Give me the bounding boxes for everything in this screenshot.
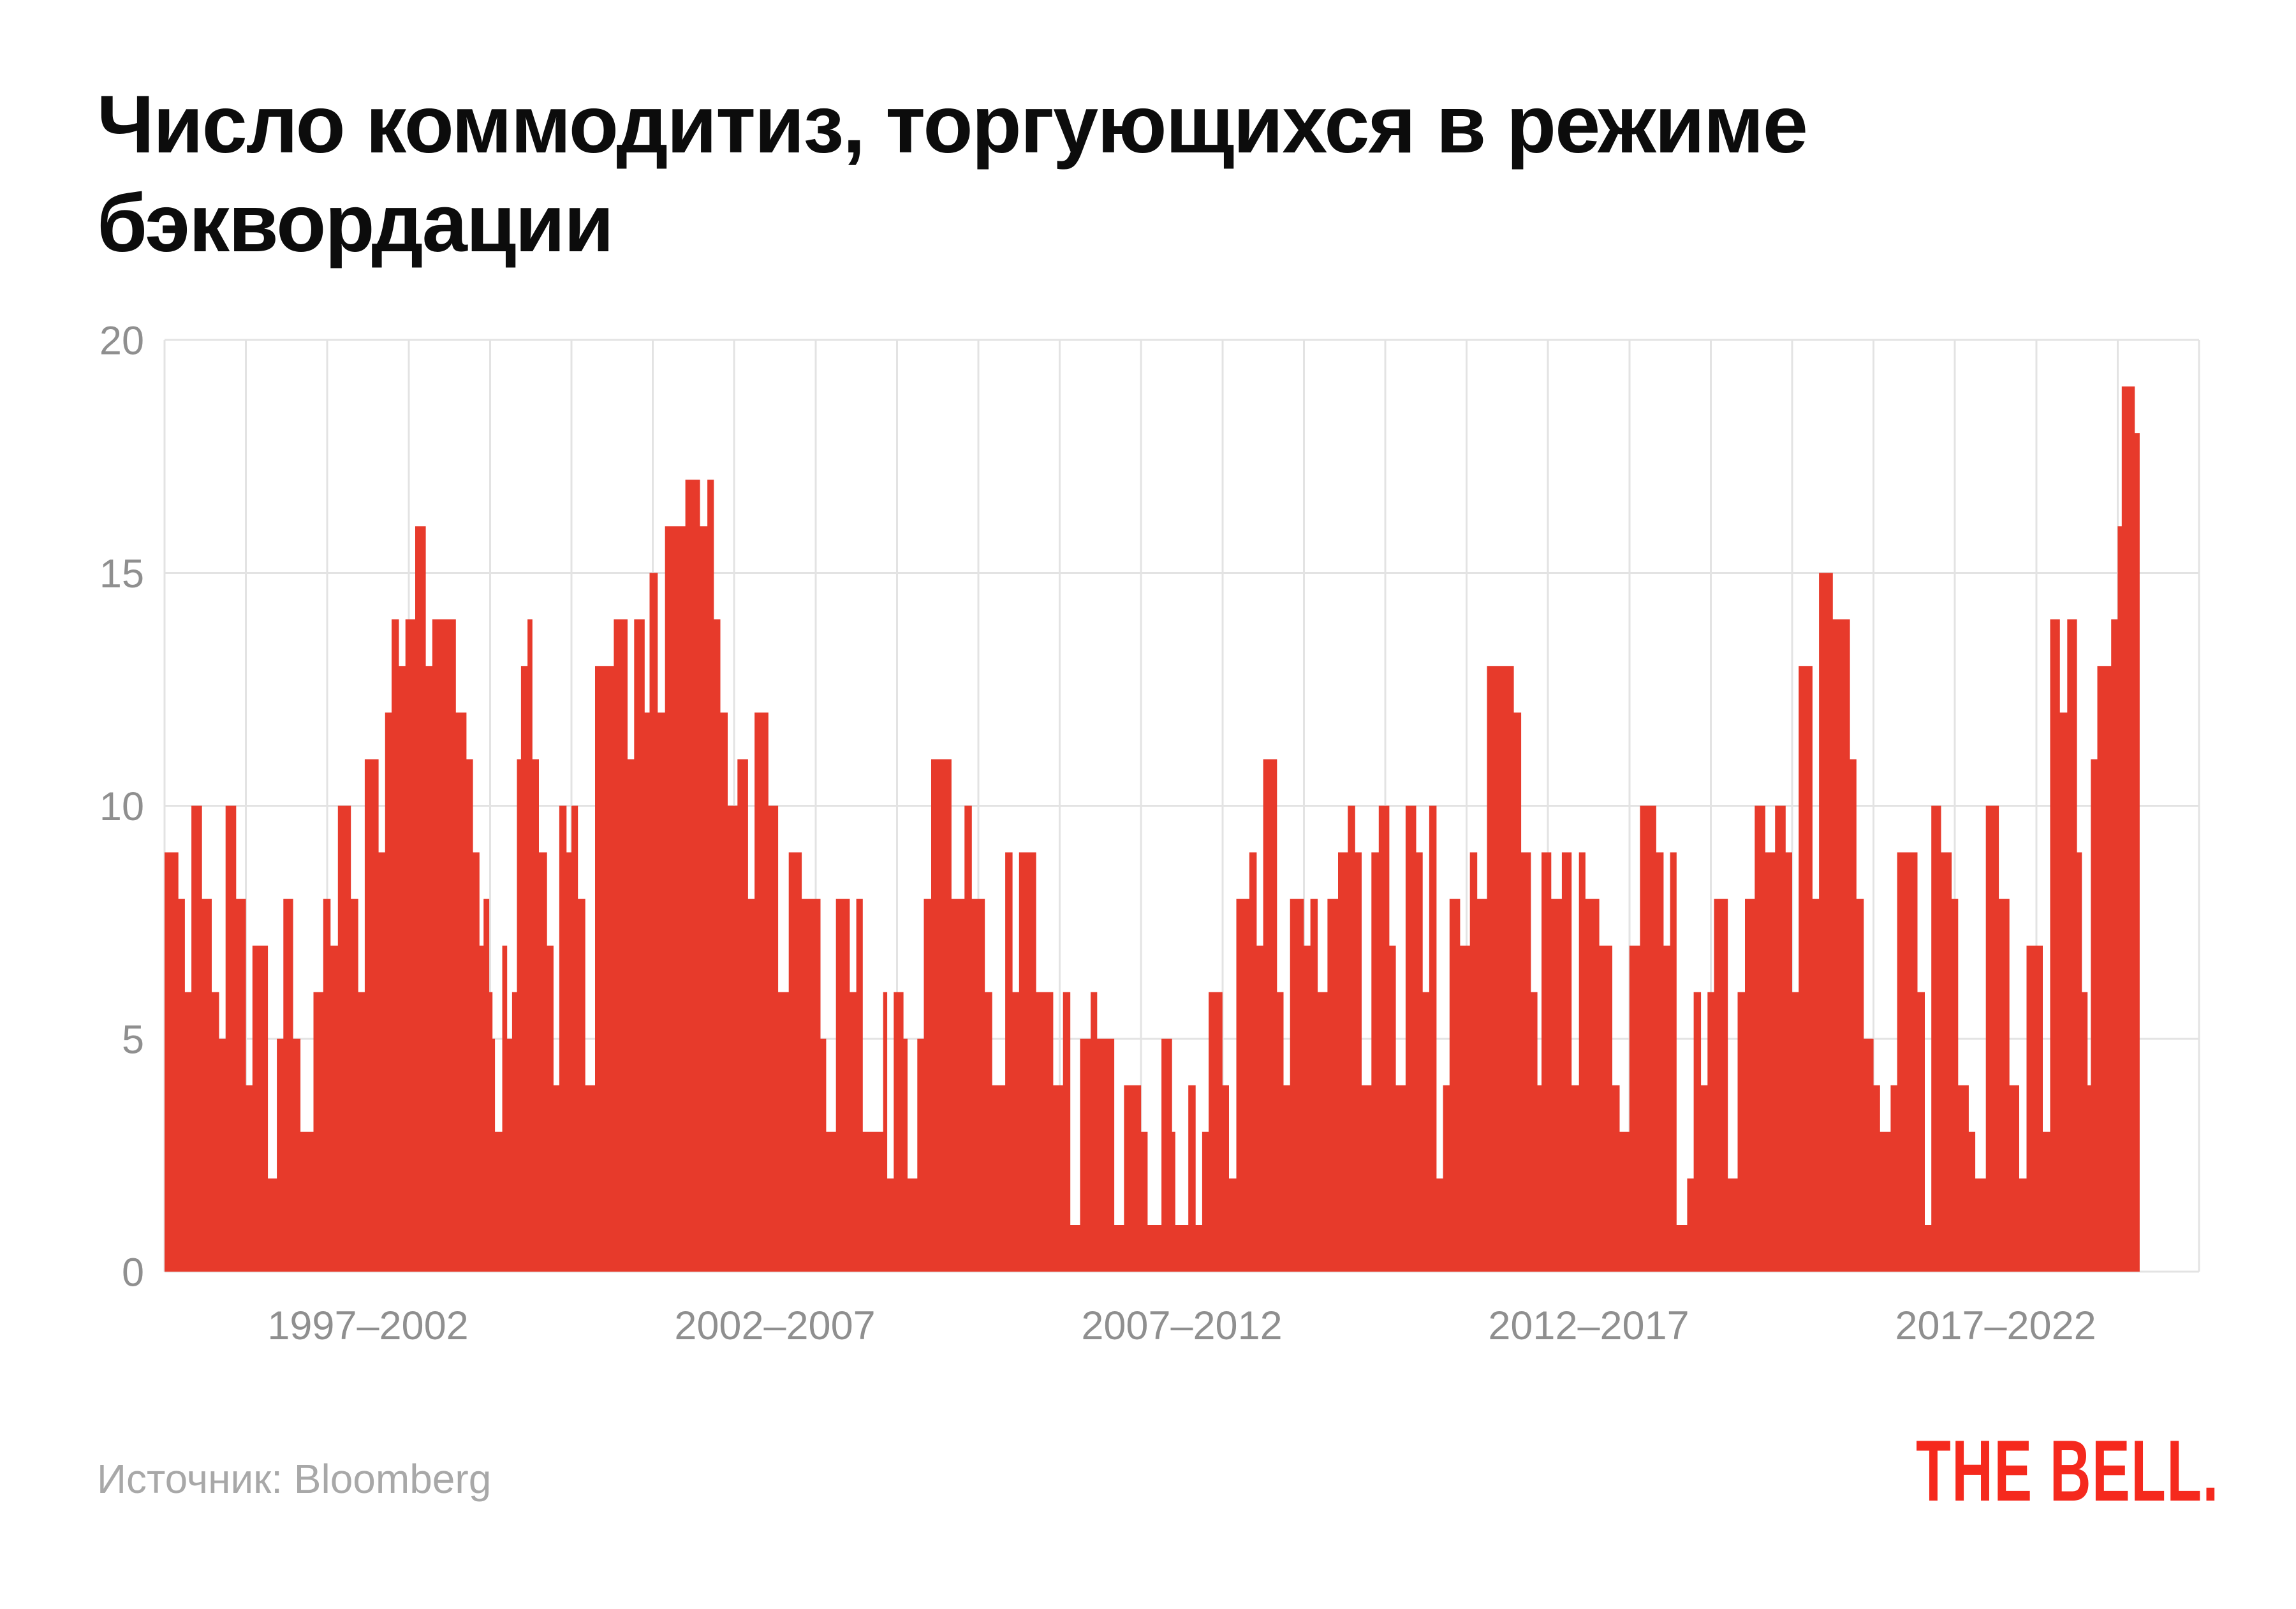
y-axis-tick-label: 0 xyxy=(122,1251,144,1295)
title-line-2: бэквордации xyxy=(97,178,614,269)
y-axis-tick-label: 20 xyxy=(99,319,144,364)
page-title: Число коммодитиз, торгующихся в режиме бэ… xyxy=(97,75,1808,273)
y-axis-tick-label: 15 xyxy=(99,552,144,596)
x-axis-tick-label: 2012–2017 xyxy=(1488,1304,1689,1348)
the-bell-logo: THE BELL. xyxy=(1916,1422,2219,1519)
x-axis-tick-label: 2007–2012 xyxy=(1081,1304,1282,1348)
series-area-backwardation xyxy=(165,386,2140,1272)
y-axis-tick-label: 10 xyxy=(99,784,144,829)
y-axis-tick-label: 5 xyxy=(122,1017,144,1062)
x-axis-tick-label: 2002–2007 xyxy=(674,1304,875,1348)
x-axis-tick-label: 2017–2022 xyxy=(1895,1304,2096,1348)
title-line-1: Число коммодитиз, торгующихся в режиме xyxy=(97,79,1808,170)
source-note: Источник: Bloomberg xyxy=(97,1456,492,1502)
x-axis-tick-label: 1997–2002 xyxy=(267,1304,468,1348)
